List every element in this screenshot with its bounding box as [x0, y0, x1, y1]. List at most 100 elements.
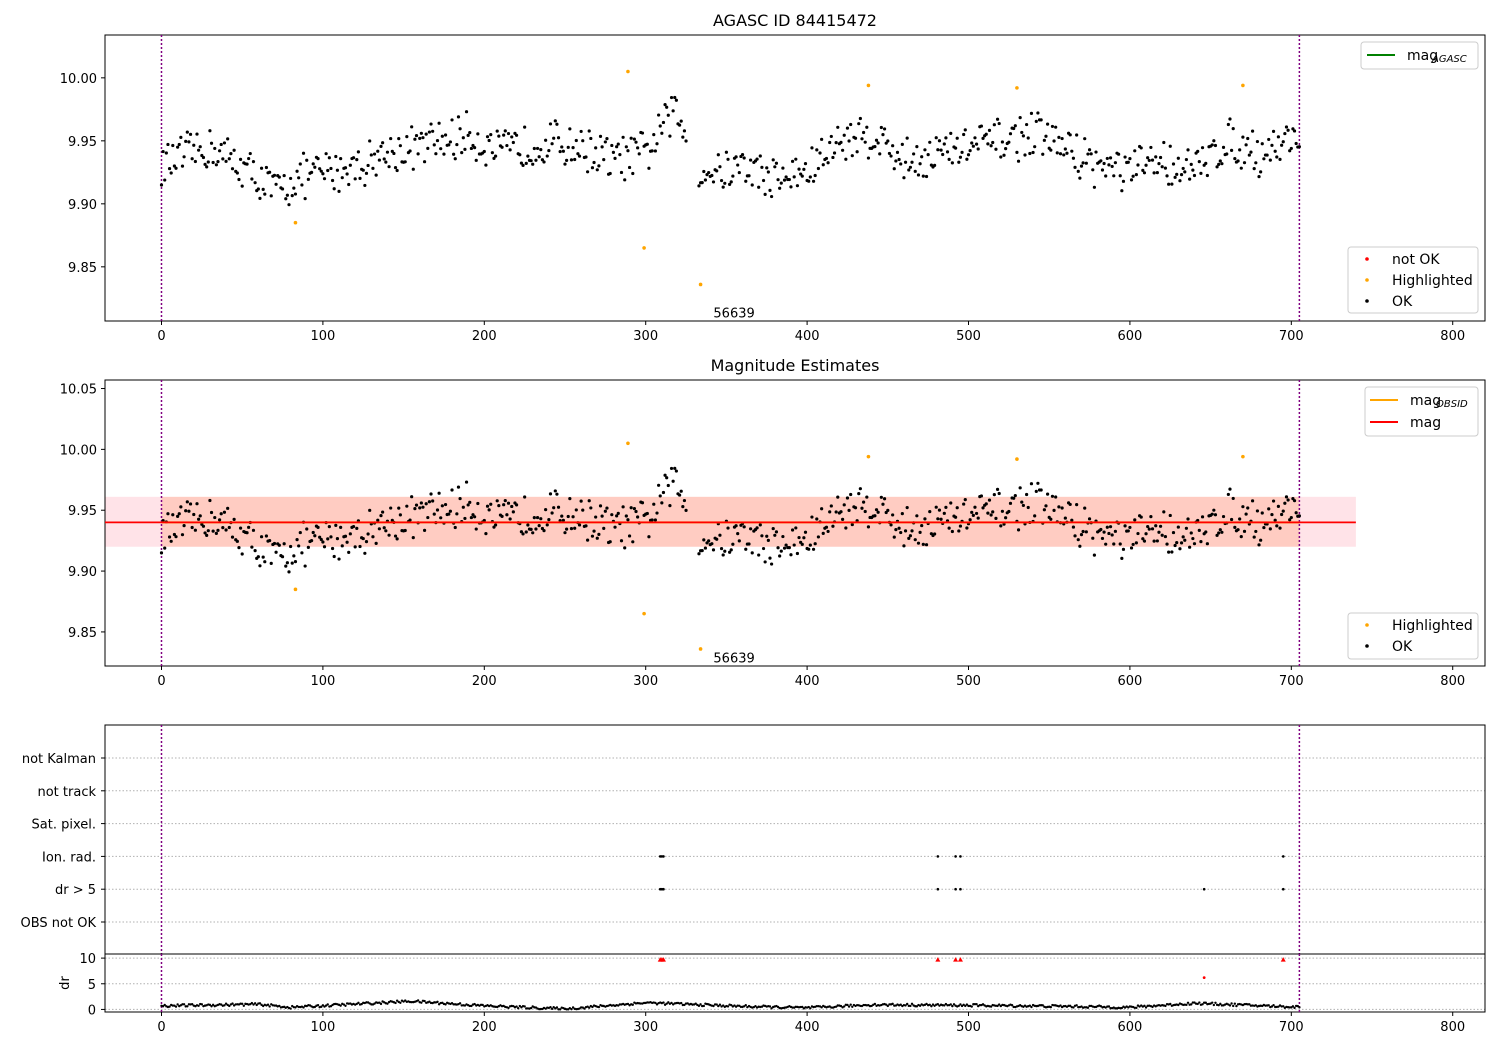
ok-point [1170, 550, 1174, 554]
ok-point [484, 532, 488, 536]
ok-point [213, 146, 217, 151]
ok-point [1068, 502, 1072, 507]
dr-point [1212, 1003, 1216, 1007]
dr-point [386, 1002, 389, 1005]
ok-point [305, 527, 309, 531]
ok-point [544, 138, 548, 142]
flag-row-label: not track [37, 785, 96, 800]
ok-point [1068, 133, 1072, 137]
ok-point [298, 530, 302, 535]
ok-point [506, 131, 511, 136]
ok-point [763, 560, 767, 564]
ok-point [1270, 512, 1274, 517]
ok-point [595, 168, 599, 172]
dr-point [957, 1004, 961, 1007]
ok-point [553, 489, 557, 493]
ok-point [198, 514, 202, 518]
ok-point [1084, 530, 1088, 534]
ok-point [318, 535, 322, 539]
ok-point [1281, 509, 1285, 513]
ok-point [845, 126, 850, 130]
ok-point [345, 172, 349, 176]
ok-point [424, 132, 428, 136]
ok-point [795, 184, 800, 188]
ok-point [829, 504, 833, 508]
ok-point [842, 503, 846, 507]
ok-point [1267, 507, 1271, 511]
ok-point [529, 159, 533, 163]
ok-point [372, 152, 377, 156]
dr-point [516, 1006, 520, 1010]
ok-point [808, 175, 812, 179]
ok-point [566, 145, 570, 149]
ok-point [313, 534, 317, 538]
ok-point [984, 132, 988, 136]
ok-point [774, 161, 779, 165]
ok-point [413, 137, 417, 141]
ok-point [448, 509, 453, 513]
ok-point [358, 544, 362, 549]
ok-point [813, 173, 817, 178]
ok-point [1129, 178, 1134, 182]
dr-clipped-marker [953, 957, 959, 962]
y-tick-label: 5 [88, 978, 96, 993]
ok-point [437, 491, 441, 495]
ok-point [558, 149, 562, 154]
ok-point [297, 176, 301, 180]
ok-point [443, 502, 448, 507]
ok-point [818, 151, 822, 155]
ok-point [174, 166, 178, 170]
ok-point [534, 158, 538, 162]
ok-point [1284, 125, 1289, 129]
ok-point [289, 544, 293, 549]
ok-point [205, 165, 209, 169]
flag-point [954, 887, 957, 891]
legend-label: not OK [1392, 252, 1440, 268]
ok-point [532, 146, 536, 151]
ok-point [858, 116, 862, 121]
ok-point [408, 518, 412, 522]
ok-point [395, 537, 399, 541]
ok-point [755, 526, 759, 530]
ok-point [369, 153, 373, 157]
ok-point [1123, 524, 1127, 528]
ok-point [811, 547, 816, 551]
ok-point [268, 538, 272, 543]
ok-point [209, 141, 214, 145]
ok-point [523, 125, 527, 129]
ok-point [784, 543, 788, 547]
dr-point [770, 1007, 773, 1010]
ok-point [979, 494, 984, 498]
ok-point [577, 154, 582, 158]
ok-point [1157, 530, 1161, 534]
ok-point [292, 554, 296, 558]
ok-point [615, 145, 619, 149]
ok-point [660, 131, 664, 135]
ok-point [963, 498, 967, 502]
ok-point [579, 499, 583, 503]
ok-point [810, 515, 814, 519]
ok-point [571, 515, 575, 519]
ok-point [828, 510, 832, 514]
dr-point [1217, 1004, 1220, 1007]
ok-point [330, 546, 335, 551]
ok-point [524, 161, 528, 165]
ok-point [1073, 165, 1077, 169]
y-tick-label: 9.95 [68, 504, 97, 519]
ok-point [878, 152, 882, 156]
dr-point [928, 1003, 931, 1006]
ok-point [981, 136, 985, 140]
ok-point [214, 531, 218, 535]
ok-point [949, 131, 953, 135]
ok-point [1150, 527, 1155, 531]
dr-point [697, 1004, 701, 1008]
ok-point [766, 170, 770, 174]
ok-point [222, 510, 227, 514]
ok-point [1112, 174, 1116, 178]
ok-point [285, 561, 289, 565]
ok-point [535, 515, 540, 520]
ok-point [702, 169, 706, 174]
ok-point [1049, 148, 1053, 152]
ok-point [715, 169, 719, 173]
ok-point [997, 121, 1001, 126]
